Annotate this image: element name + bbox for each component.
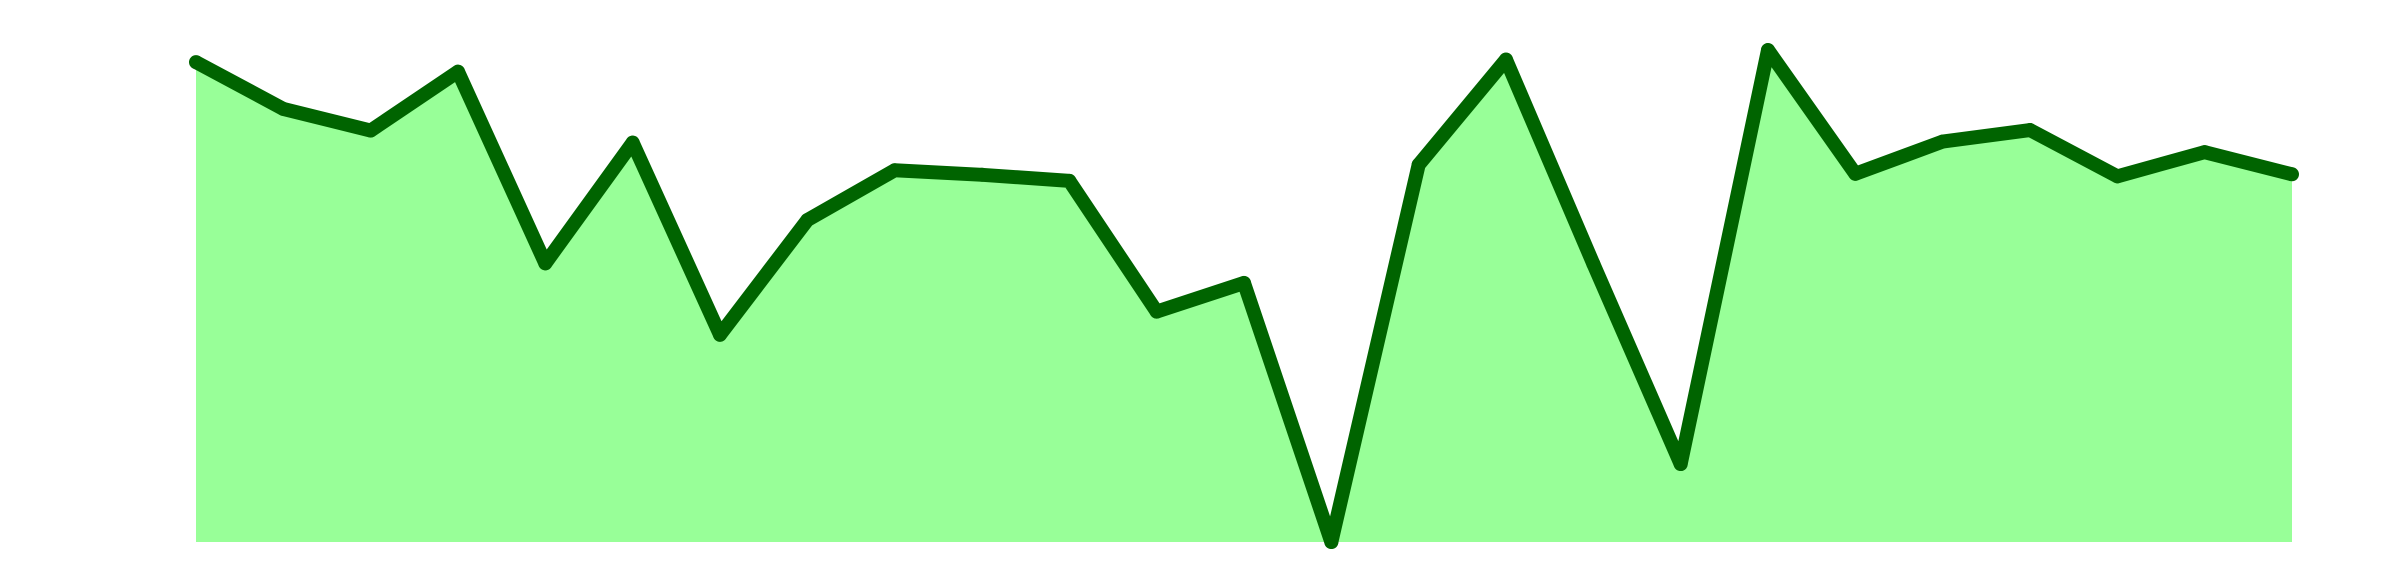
data-point — [538, 256, 553, 271]
data-point — [800, 213, 815, 228]
data-point — [2197, 145, 2212, 160]
data-point — [363, 123, 378, 138]
series-line-group — [189, 43, 2299, 549]
data-point — [975, 167, 989, 182]
data-point — [1935, 134, 1950, 149]
data-point — [451, 64, 465, 79]
data-point — [189, 55, 203, 70]
data-point — [2285, 167, 2299, 182]
data-point — [1586, 256, 1601, 271]
data-point — [2110, 169, 2125, 184]
data-point — [1411, 157, 1426, 172]
data-point — [1761, 43, 1775, 58]
data-point — [1848, 166, 1863, 181]
data-point — [1499, 52, 1513, 67]
data-point — [2023, 123, 2037, 138]
data-point — [1149, 304, 1164, 319]
data-point — [1062, 173, 1077, 188]
data-point — [625, 135, 640, 150]
data-point — [1673, 457, 1688, 472]
data-point — [1324, 535, 1339, 549]
data-point — [887, 163, 902, 178]
data-point — [276, 101, 291, 116]
data-point — [1237, 275, 1251, 290]
data-point — [713, 327, 727, 342]
